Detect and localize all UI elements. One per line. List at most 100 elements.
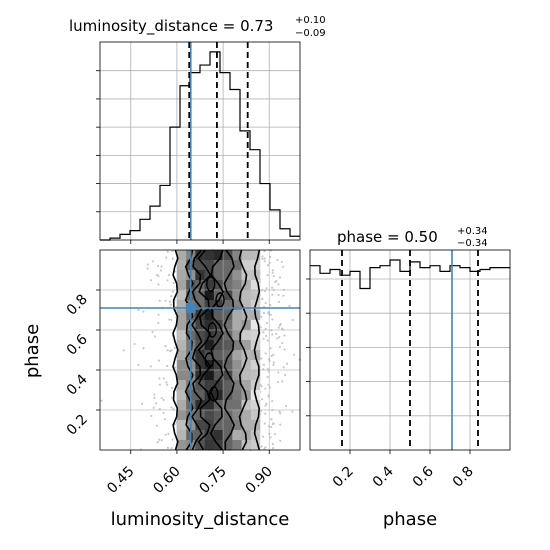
- scatter-contour-island: [209, 386, 219, 402]
- scatter-density-cell: [176, 310, 187, 321]
- scatter-point: [282, 366, 285, 369]
- hist-phase-xticks: 0.2 0.4 0.6 0.8: [330, 450, 477, 491]
- scatter-density-cell: [213, 270, 224, 281]
- scatter-point: [170, 318, 173, 322]
- scatter-point: [278, 336, 281, 339]
- scatter-density-cell: [195, 330, 205, 341]
- scatter-density-cell: [213, 420, 224, 431]
- scatter-contour-left: [197, 249, 212, 451]
- scatter-point: [261, 297, 264, 301]
- scatter-point: [262, 363, 266, 366]
- scatter-xtick-label: 0.60: [150, 464, 183, 497]
- scatter-point: [272, 361, 275, 364]
- scatter-point: [267, 370, 270, 373]
- scatter-density-cell: [213, 250, 224, 261]
- scatter-point: [281, 265, 284, 268]
- scatter-point: [265, 287, 268, 290]
- scatter-point: [280, 260, 283, 264]
- scatter-point: [170, 447, 173, 450]
- scatter-density-cell: [204, 440, 215, 451]
- hist-phase-xlabel: phase: [383, 509, 437, 530]
- scatter-truth-marker: [185, 303, 196, 313]
- scatter-density-cell: [223, 420, 233, 431]
- scatter-density-cell: [176, 420, 187, 431]
- scatter-point: [273, 433, 276, 436]
- scatter-density-cell: [232, 350, 242, 361]
- scatter-density-cell: [223, 340, 233, 351]
- scatter-ytick-label: 0.2: [64, 412, 91, 439]
- scatter-point: [272, 275, 275, 278]
- scatter-density-cell: [176, 410, 187, 421]
- hist-ld-yticks: [96, 70, 270, 244]
- hist-phase-yticks: [306, 278, 310, 417]
- scatter-point: [278, 276, 282, 279]
- scatter-point: [173, 346, 176, 350]
- scatter-density-cell: [176, 280, 187, 291]
- scatter-density-cell: [223, 330, 233, 341]
- scatter-density-cell: [241, 260, 252, 271]
- scatter-point: [271, 400, 274, 403]
- scatter-density-cell: [204, 430, 215, 441]
- scatter-point: [149, 365, 152, 368]
- scatter-ylabel: phase: [22, 324, 43, 378]
- scatter-ytick-label: 0.6: [64, 331, 91, 358]
- scatter-ytick-label: 0.4: [64, 371, 91, 398]
- scatter-point: [168, 318, 171, 321]
- scatter-contour-island: [206, 276, 216, 292]
- scatter-point: [162, 411, 165, 415]
- hist-phase-xtick-label: 0.2: [330, 464, 357, 491]
- scatter-point: [260, 385, 263, 388]
- scatter-xtick-label: 0.90: [243, 464, 276, 497]
- scatter-density-cell: [213, 380, 224, 391]
- scatter-density-cell: [250, 410, 261, 421]
- scatter-point: [268, 261, 271, 264]
- scatter-density-cell: [232, 420, 242, 431]
- scatter-point: [167, 273, 171, 277]
- scatter-density-cell: [250, 360, 261, 371]
- scatter-density-cell: [241, 370, 252, 381]
- scatter-point: [271, 318, 274, 321]
- scatter-point: [263, 250, 266, 253]
- scatter-point: [153, 396, 156, 399]
- hist-phase-xtick-label: 0.6: [410, 463, 437, 490]
- scatter-point: [269, 436, 272, 439]
- scatter-density-cell: [176, 370, 187, 381]
- scatter-point: [284, 373, 287, 377]
- scatter-density-cell: [176, 270, 187, 281]
- scatter-point: [276, 258, 279, 262]
- scatter-axes-border: [99, 249, 301, 451]
- scatter-point: [142, 347, 145, 350]
- scatter-density-cell: [223, 260, 233, 271]
- scatter-point: [271, 293, 274, 296]
- hist-phase-quantile-lines: [341, 250, 479, 450]
- scatter-density-cell: [241, 290, 252, 301]
- scatter-point: [170, 406, 173, 409]
- hist-phase-title-equals: =: [382, 228, 404, 246]
- scatter-density-cell: [223, 360, 233, 371]
- scatter-density-cell: [176, 340, 187, 351]
- scatter-point: [266, 376, 269, 379]
- scatter-point: [156, 440, 159, 444]
- scatter-density-cell: [176, 300, 187, 311]
- scatter-point: [137, 308, 140, 312]
- scatter-density-cell: [195, 290, 205, 301]
- scatter-density-cell: [232, 430, 242, 441]
- scatter-contour-island: [207, 322, 218, 338]
- scatter-point: [100, 399, 103, 402]
- scatter-point: [155, 424, 159, 427]
- hist-phase-title-value: 0.50: [404, 228, 437, 246]
- scatter-density-cell: [232, 320, 242, 331]
- scatter-point: [164, 433, 167, 436]
- scatter-density-cell: [223, 350, 233, 361]
- scatter-density-cell: [250, 400, 261, 411]
- scatter-point: [168, 300, 172, 303]
- scatter-point: [165, 256, 168, 259]
- scatter-contour-right: [209, 249, 224, 451]
- scatter-xtick-label: 0.75: [197, 464, 230, 497]
- hist-phase-xtick-label: 0.4: [370, 463, 397, 490]
- scatter-density-cell: [241, 250, 252, 261]
- scatter-density-cell: [241, 330, 252, 341]
- scatter-point: [157, 321, 160, 325]
- scatter-point: [166, 279, 169, 282]
